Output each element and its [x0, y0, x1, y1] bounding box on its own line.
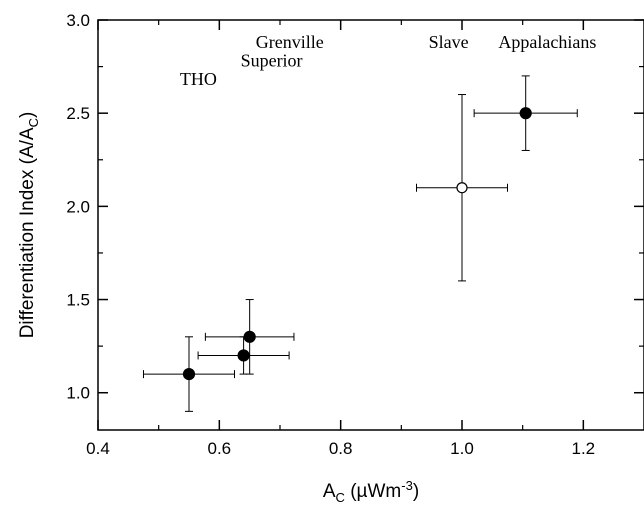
y-axis-label-sub: C — [26, 118, 41, 127]
data-point-group — [416, 94, 508, 282]
data-point-group — [473, 75, 578, 151]
data-point-group — [204, 299, 295, 375]
data-point-filled — [182, 367, 196, 381]
y-tick-label: 3.0 — [66, 11, 90, 30]
data-point-filled — [519, 107, 532, 120]
x-tick-label: 1.2 — [572, 439, 596, 458]
x-axis-label-main: A — [323, 481, 336, 502]
annotation-label: THO — [180, 69, 217, 89]
x-axis-label-close: ) — [413, 481, 419, 502]
y-tick-label: 1.5 — [66, 291, 90, 310]
y-axis-label-main: Differentiation Index (A/A — [17, 127, 38, 338]
data-points — [143, 75, 578, 412]
data-point-filled — [243, 330, 256, 343]
y-tick-label: 2.0 — [66, 197, 90, 216]
plot-frame — [97, 19, 644, 431]
axis-ticks: 0.4 0.6 0.8 1.0 1.2 1.0 1.5 2.0 2.5 3.0 — [66, 11, 644, 458]
x-axis-label-sub: C — [336, 490, 345, 505]
x-axis-label-unit: (µWm — [345, 481, 401, 502]
data-point-open — [456, 182, 468, 194]
data-point-group — [197, 336, 290, 375]
annotation-label: Appalachians — [498, 32, 596, 52]
y-tick-label: 1.0 — [66, 384, 90, 403]
annotation-label: Slave — [429, 32, 469, 52]
x-axis-label-sup: -3 — [401, 478, 413, 493]
x-tick-label: 0.8 — [329, 439, 353, 458]
y-tick-label: 2.5 — [66, 104, 90, 123]
x-tick-label: 0.6 — [208, 439, 232, 458]
y-axis-label-close: ) — [17, 112, 38, 118]
annotation-label: Grenville — [256, 32, 324, 52]
x-axis-label: AC (µWm-3) — [323, 478, 419, 505]
data-point-group — [143, 336, 235, 412]
data-point-filled — [237, 349, 250, 362]
x-tick-label: 1.0 — [450, 439, 474, 458]
annotation-label: Superior — [241, 51, 303, 71]
x-tick-label: 0.4 — [86, 439, 110, 458]
y-axis-label: Differentiation Index (A/AC) — [17, 112, 41, 339]
